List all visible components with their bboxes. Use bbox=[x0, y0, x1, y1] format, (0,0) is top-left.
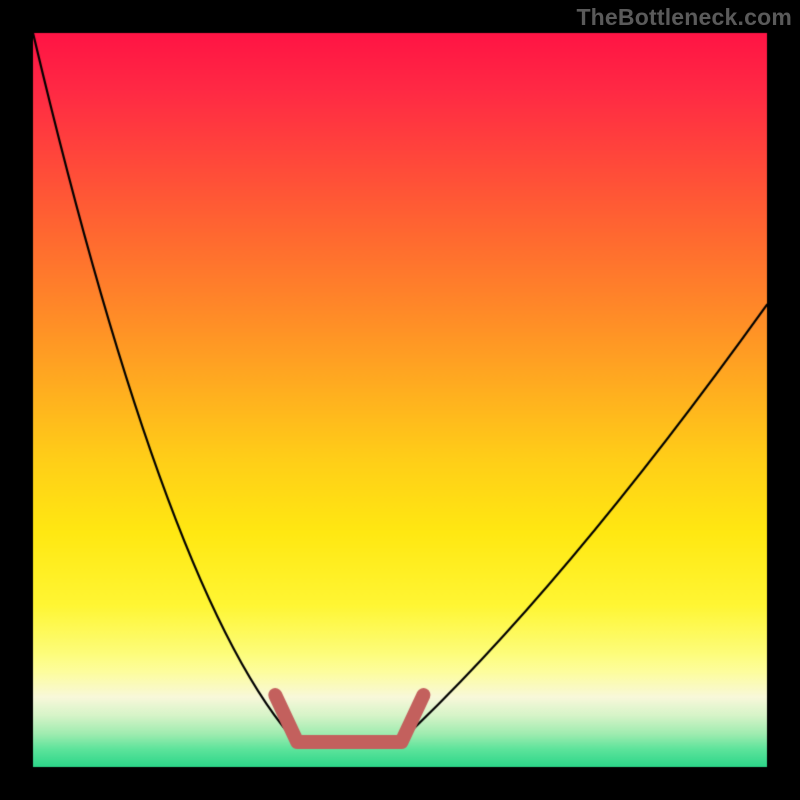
bottleneck-chart bbox=[0, 0, 800, 800]
watermark-text: TheBottleneck.com bbox=[576, 4, 792, 31]
